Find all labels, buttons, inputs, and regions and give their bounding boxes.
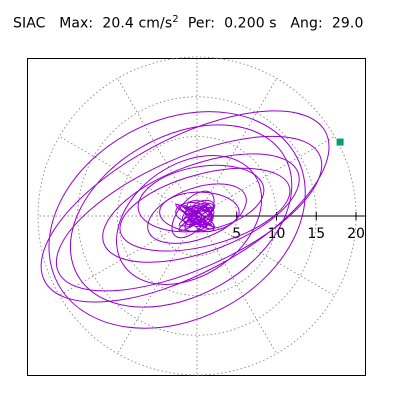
period-value: 0.200 s xyxy=(224,15,277,32)
orbit-loop-7 xyxy=(137,164,265,233)
period-label: Per: xyxy=(187,15,216,32)
orbit-loop-5 xyxy=(119,167,291,252)
peak-marker xyxy=(336,138,344,146)
orbit-loop-3 xyxy=(69,124,293,308)
grid-spoke-240 xyxy=(117,215,198,354)
orbit-loop-0 xyxy=(40,110,330,303)
grid-spoke-330 xyxy=(196,215,335,296)
grid-spoke-120 xyxy=(117,78,198,217)
peak-marker-layer xyxy=(336,138,344,146)
plot-frame xyxy=(27,58,366,376)
particle-motion-trace xyxy=(40,110,330,329)
station-name: SIAC xyxy=(13,15,46,32)
max-unit-exponent: 2 xyxy=(172,14,179,25)
orbit-loop-1 xyxy=(55,135,323,292)
radial-tick-label-5: 5 xyxy=(232,226,241,242)
radial-tick-label-15: 15 xyxy=(307,226,325,242)
radial-tick-label-10: 10 xyxy=(268,226,286,242)
orbit-loop-2 xyxy=(48,111,306,329)
max-label: Max: xyxy=(59,15,94,32)
chart-title: SIAC Max: 20.4 cm/s2 Per: 0.200 s Ang: 2… xyxy=(13,14,363,32)
angle-label: Ang: xyxy=(290,15,323,32)
angle-value: 29.0 xyxy=(331,15,364,32)
grid-spoke-150 xyxy=(59,136,198,217)
grid-spoke-60 xyxy=(196,78,277,217)
grid-spoke-300 xyxy=(196,215,277,354)
orbit-origin-tangle xyxy=(175,199,216,233)
grid-spoke-30 xyxy=(196,136,335,217)
radial-axis: 5 10 15 20 xyxy=(196,212,367,242)
orbit-loop-4 xyxy=(102,153,300,263)
radial-tick-label-20: 20 xyxy=(347,226,365,242)
orbit-loop-8 xyxy=(147,183,247,244)
max-value: 20.4 xyxy=(102,15,134,32)
max-unit: cm/s xyxy=(138,15,173,32)
